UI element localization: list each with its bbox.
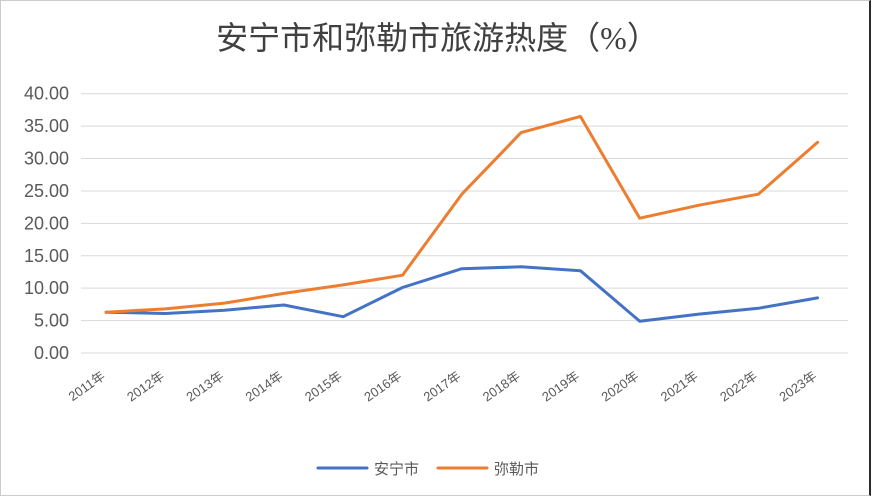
svg-text:2019年: 2019年 [539, 368, 582, 404]
svg-text:2013年: 2013年 [183, 368, 226, 404]
svg-text:弥勒市: 弥勒市 [494, 460, 539, 478]
svg-text:2023年: 2023年 [776, 368, 819, 404]
svg-text:2018年: 2018年 [480, 368, 523, 404]
svg-text:2016年: 2016年 [361, 368, 404, 404]
svg-text:40.00: 40.00 [24, 84, 69, 104]
svg-text:2020年: 2020年 [598, 368, 641, 404]
svg-text:2022年: 2022年 [717, 368, 760, 404]
svg-text:2015年: 2015年 [302, 368, 345, 404]
svg-text:2012年: 2012年 [124, 368, 167, 404]
svg-text:10.00: 10.00 [24, 278, 69, 298]
svg-text:30.00: 30.00 [24, 149, 69, 169]
svg-text:25.00: 25.00 [24, 181, 69, 201]
svg-text:35.00: 35.00 [24, 116, 69, 136]
svg-text:20.00: 20.00 [24, 213, 69, 233]
svg-text:5.00: 5.00 [34, 311, 69, 331]
svg-text:0.00: 0.00 [34, 343, 69, 363]
svg-text:2021年: 2021年 [658, 368, 701, 404]
svg-text:2014年: 2014年 [243, 368, 286, 404]
svg-text:15.00: 15.00 [24, 246, 69, 266]
svg-text:2011年: 2011年 [66, 368, 108, 404]
svg-text:2017年: 2017年 [421, 368, 464, 404]
svg-text:安宁市: 安宁市 [374, 461, 419, 478]
